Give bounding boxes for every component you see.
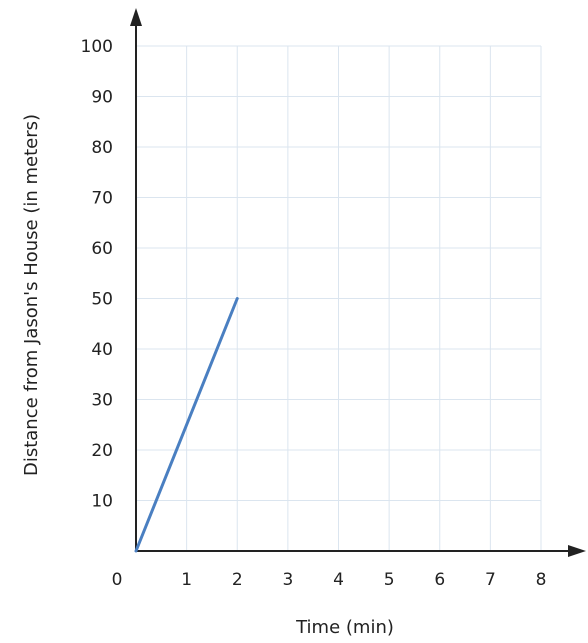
x-axis-label: Time (min) (295, 617, 394, 638)
x-tick-label-6: 6 (434, 570, 445, 590)
y-tick-label-80: 80 (91, 138, 113, 158)
y-axis-label: Distance from Jason's House (in meters) (21, 114, 42, 476)
y-tick-label-10: 10 (91, 492, 113, 512)
y-axis-arrow-icon (130, 8, 142, 26)
y-tick-label-30: 30 (91, 391, 113, 411)
y-tick-label-100: 100 (81, 37, 113, 57)
x-tick-label-5: 5 (384, 570, 395, 590)
origin-label: 0 (112, 570, 123, 590)
y-tick-label-20: 20 (91, 441, 113, 461)
x-tick-label-8: 8 (536, 570, 547, 590)
y-tick-labels: 10 20 30 40 50 60 70 80 90 100 (81, 37, 113, 512)
x-tick-label-1: 1 (181, 570, 192, 590)
grid (136, 45, 542, 551)
x-tick-labels: 1 2 3 4 5 6 7 8 (181, 570, 546, 590)
x-tick-label-4: 4 (333, 570, 344, 590)
y-tick-label-60: 60 (91, 239, 113, 259)
y-tick-label-70: 70 (91, 189, 113, 209)
y-tick-label-50: 50 (91, 290, 113, 310)
series-group (134, 297, 239, 553)
x-tick-label-3: 3 (282, 570, 293, 590)
series-line-0 (134, 297, 239, 553)
x-tick-label-2: 2 (232, 570, 243, 590)
y-tick-label-40: 40 (91, 340, 113, 360)
y-tick-label-90: 90 (91, 88, 113, 108)
x-tick-label-7: 7 (485, 570, 496, 590)
axes (130, 8, 586, 557)
x-axis-arrow-icon (568, 545, 586, 557)
